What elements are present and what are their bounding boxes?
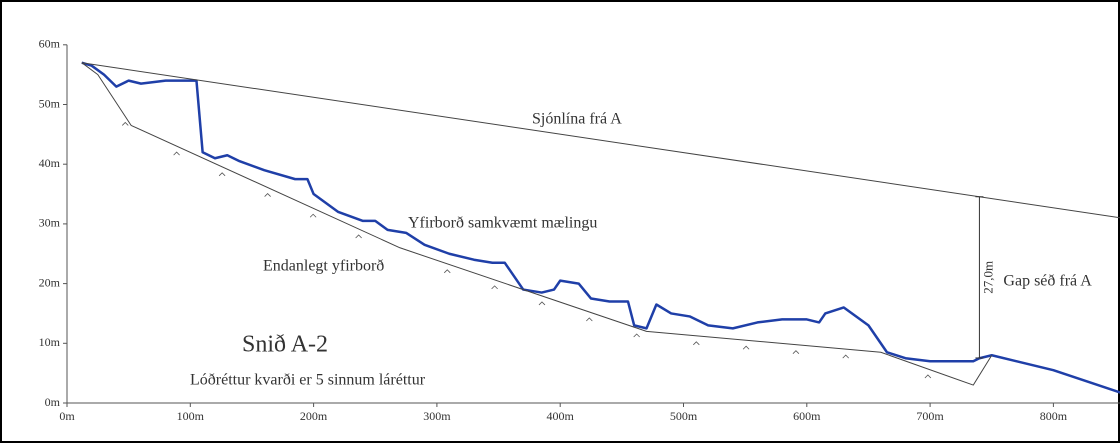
x-tick-label: 200m (300, 409, 328, 423)
line-label: Sjónlína frá A (532, 111, 622, 128)
hatch (538, 301, 546, 306)
hatch (218, 172, 226, 177)
x-tick-label: 400m (547, 409, 575, 423)
x-tick-label: 0m (59, 409, 75, 423)
hatch (121, 121, 129, 126)
y-tick-label: 60m (39, 37, 61, 51)
profile-line (81, 62, 1120, 219)
profile-line (81, 62, 993, 386)
chart-title: Snið A-2 (242, 332, 328, 358)
y-tick-label: 30m (39, 216, 61, 230)
hatch (264, 192, 271, 197)
hatch (443, 269, 451, 274)
gap-label: 27,0m (980, 261, 995, 294)
x-tick-label: 100m (177, 409, 205, 423)
y-tick-label: 50m (39, 96, 61, 110)
hatch (633, 333, 640, 338)
profile-line (81, 61, 1120, 394)
hatch (792, 350, 800, 354)
hatch (742, 345, 750, 350)
chart-subtitle: Lóðréttur kvarði er 5 sinnum láréttur (190, 372, 426, 389)
y-tick-label: 20m (39, 275, 61, 289)
x-tick-label: 800m (1040, 409, 1068, 423)
hatch (309, 213, 317, 218)
hatch (355, 234, 362, 239)
x-tick-label: 500m (670, 409, 698, 423)
hatch (693, 341, 700, 346)
gap-text: Gap séð frá A (1003, 273, 1092, 290)
x-tick-label: 600m (793, 409, 821, 423)
y-tick-label: 0m (45, 395, 61, 409)
x-tick-label: 300m (423, 409, 451, 423)
line-label: Yfirborð samkvæmt mælingu (408, 215, 597, 232)
y-tick-label: 40m (39, 156, 61, 170)
hatch (173, 151, 180, 156)
y-tick-label: 10m (39, 335, 61, 349)
hatch (586, 317, 593, 322)
hatch (924, 374, 932, 379)
x-tick-label: 700m (916, 409, 944, 423)
hatch (491, 285, 498, 290)
line-label: Endanlegt yfirborð (263, 258, 384, 275)
hatch (842, 354, 850, 359)
